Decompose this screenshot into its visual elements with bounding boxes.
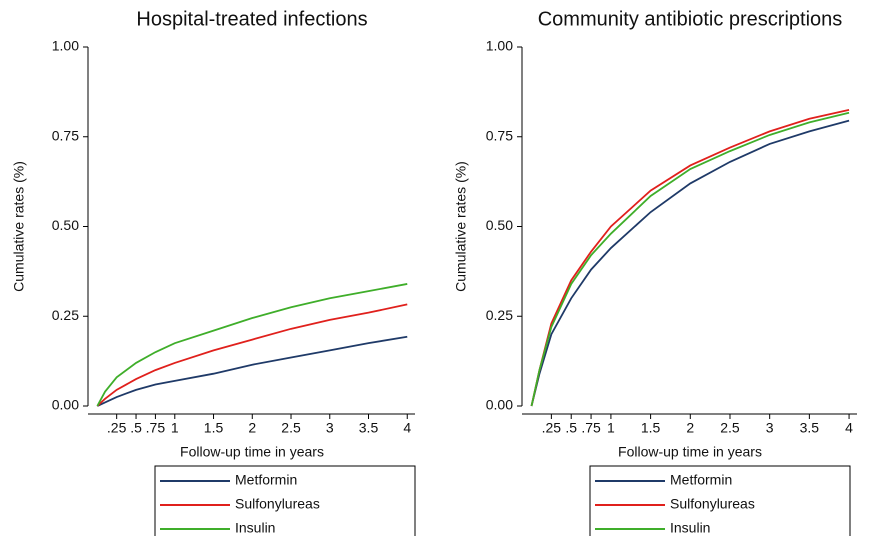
x-tick-label: 2.5 [720, 420, 740, 436]
x-tick-label: .75 [581, 420, 601, 436]
x-tick-label: 4 [403, 420, 411, 436]
line-series [530, 111, 850, 407]
x-tick-label: .5 [565, 420, 577, 436]
y-tick-label: 1.00 [486, 38, 513, 54]
x-tick-label: .25 [542, 420, 562, 436]
legend-label: Metformin [670, 472, 732, 488]
x-tick-label: 3.5 [800, 420, 820, 436]
x-tick-label: 1.5 [204, 420, 224, 436]
chart-title: Community antibiotic prescriptions [538, 8, 843, 30]
chart-title: Hospital-treated infections [136, 8, 367, 30]
x-tick-label: 2 [686, 420, 694, 436]
y-tick-label: 0.50 [52, 217, 79, 233]
x-tick-label: 1 [607, 420, 615, 436]
x-tick-label: 1 [171, 420, 179, 436]
x-tick-label: 1.5 [641, 420, 661, 436]
x-tick-label: .5 [130, 420, 142, 436]
x-tick-label: 3 [326, 420, 334, 436]
legend-label: Metformin [235, 472, 297, 488]
legend-label: Insulin [670, 520, 710, 536]
x-tick-label: .25 [107, 420, 127, 436]
y-tick-label: 0.00 [486, 397, 513, 413]
legend-label: Sulfonylureas [670, 496, 755, 512]
legend-label: Insulin [235, 520, 275, 536]
x-tick-label: .75 [146, 420, 166, 436]
x-tick-label: 4 [845, 420, 853, 436]
y-tick-label: 0.25 [52, 307, 79, 323]
line-series [96, 303, 408, 407]
y-tick-label: 0.75 [52, 127, 79, 143]
y-axis-label: Cumulative rates (%) [453, 161, 469, 292]
x-tick-label: 2.5 [281, 420, 301, 436]
y-tick-label: 0.50 [486, 217, 513, 233]
x-tick-label: 3.5 [359, 420, 379, 436]
x-axis-label: Follow-up time in years [618, 444, 762, 460]
line-series [96, 335, 408, 407]
x-tick-label: 3 [766, 420, 774, 436]
y-tick-label: 0.75 [486, 127, 513, 143]
y-tick-label: 1.00 [52, 38, 79, 54]
y-axis-label: Cumulative rates (%) [11, 161, 27, 292]
legend-label: Sulfonylureas [235, 496, 320, 512]
legend-box [154, 465, 416, 536]
x-axis-label: Follow-up time in years [180, 444, 324, 460]
legend-box [589, 465, 851, 536]
y-tick-label: 0.25 [486, 307, 513, 323]
y-tick-label: 0.00 [52, 397, 79, 413]
line-series [96, 283, 408, 407]
line-series [530, 108, 850, 407]
line-series [530, 119, 850, 407]
x-tick-label: 2 [248, 420, 256, 436]
